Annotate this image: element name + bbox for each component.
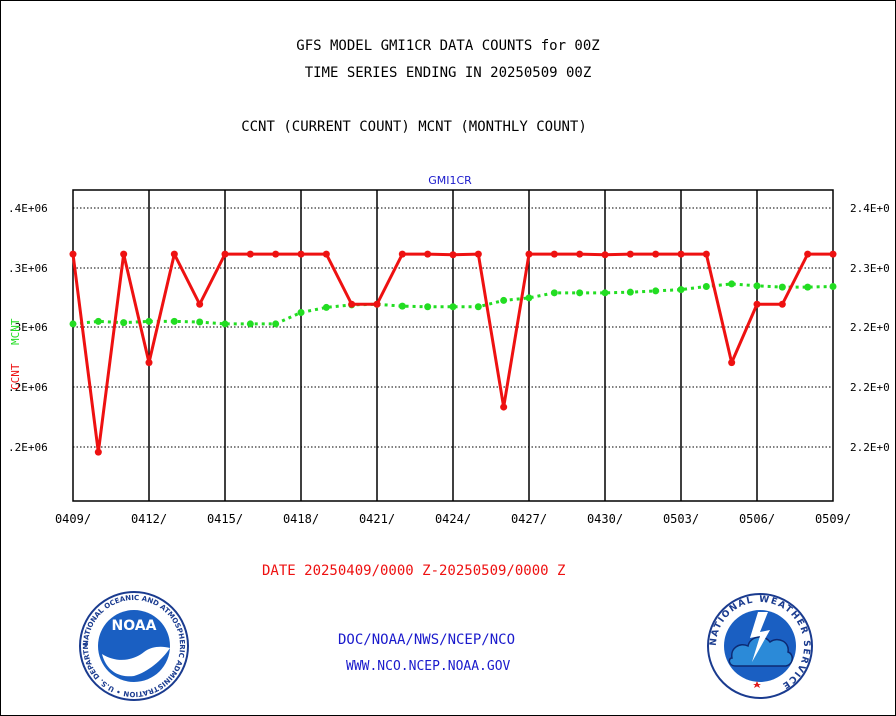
y-tick-label-right: 2.4E+0 xyxy=(850,202,890,215)
ccnt-series-point xyxy=(170,250,178,258)
ccnt-series-point xyxy=(221,250,229,258)
ccnt-series-point xyxy=(677,250,685,258)
website-label: WWW.NCO.NCEP.NOAA.GOV xyxy=(346,659,511,674)
ccnt-series-point xyxy=(778,300,786,308)
mcnt-series-point xyxy=(500,296,508,304)
ccnt-series-point xyxy=(322,250,330,258)
y-tick-label-left: .3E+06 xyxy=(8,262,48,275)
mcnt-series-point xyxy=(677,286,685,294)
ccnt-series-point xyxy=(424,250,432,258)
ccnt-series-point xyxy=(449,251,457,259)
nws-logo: NATIONAL WEATHER SERVICE xyxy=(707,593,813,699)
ccnt-series-point xyxy=(272,250,280,258)
ccnt-series-point xyxy=(804,250,812,258)
ccnt-series-point xyxy=(626,250,634,258)
ccnt-series-point xyxy=(373,300,381,308)
mcnt-series-point xyxy=(829,282,837,290)
mcnt-series-point xyxy=(449,303,457,311)
mcnt-series-point xyxy=(728,280,736,288)
mcnt-series-point xyxy=(69,320,77,328)
ccnt-series-point xyxy=(398,250,406,258)
x-tick-label: 0409/ xyxy=(55,512,91,526)
mcnt-series-point xyxy=(94,317,102,325)
y-tick-label-left: .4E+06 xyxy=(8,202,48,215)
ccnt-series-point xyxy=(550,250,558,258)
ccnt-series-point xyxy=(297,250,305,258)
mcnt-series-point xyxy=(120,319,128,327)
ccnt-series-point xyxy=(348,300,356,308)
mcnt-series-point xyxy=(601,289,609,297)
ccnt-series-point xyxy=(500,403,508,411)
ccnt-series-point xyxy=(652,250,660,258)
ccnt-series-point xyxy=(829,250,837,258)
ccnt-series-point xyxy=(728,359,736,367)
y-tick-label-right: 2.2E+0 xyxy=(850,321,890,334)
y-tick-label-right: 2.2E+0 xyxy=(850,381,890,394)
mcnt-series-point xyxy=(196,318,204,326)
x-tick-label: 0503/ xyxy=(663,512,699,526)
mcnt-series-point xyxy=(170,317,178,325)
mcnt-series-point xyxy=(424,303,432,311)
mcnt-series-point xyxy=(322,303,330,311)
mcnt-series-point xyxy=(297,308,305,316)
mcnt-series-point xyxy=(474,303,482,311)
mcnt-series-point xyxy=(702,282,710,290)
mcnt-series-point xyxy=(652,287,660,295)
y-axis-label-ccnt: CCNT xyxy=(9,363,22,390)
ccnt-series-point xyxy=(525,250,533,258)
mcnt-series-point xyxy=(778,283,786,291)
x-tick-label: 0415/ xyxy=(207,512,243,526)
date-range-label: DATE 20250409/0000 Z-20250509/0000 Z xyxy=(262,563,566,579)
mcnt-series-point xyxy=(272,320,280,328)
chart-title-line1: GFS MODEL GMI1CR DATA COUNTS for 00Z xyxy=(296,38,600,54)
ccnt-series-point xyxy=(576,250,584,258)
ccnt-series-point xyxy=(69,250,77,258)
mcnt-series-point xyxy=(576,289,584,297)
x-tick-label: 0418/ xyxy=(283,512,319,526)
chart-title-line3: CCNT (CURRENT COUNT) MCNT (MONTHLY COUNT… xyxy=(241,119,587,135)
mcnt-series-point xyxy=(246,320,254,328)
y-axis-label-mcnt: MCNT xyxy=(9,318,22,345)
mcnt-series-point xyxy=(525,294,533,302)
ccnt-series-point xyxy=(120,250,128,258)
noaa-logo: NATIONAL OCEANIC AND ATMOSPHERIC ADMINIS… xyxy=(78,590,189,701)
x-tick-label: 0412/ xyxy=(131,512,167,526)
ccnt-series-point xyxy=(196,300,204,308)
mcnt-series-point xyxy=(221,320,229,328)
plot-title: GMI1CR xyxy=(428,174,472,187)
chart-title-line2: TIME SERIES ENDING IN 20250509 00Z xyxy=(304,65,592,81)
y-tick-label-left: .3E+06 xyxy=(8,321,48,334)
ccnt-series-point xyxy=(94,448,102,456)
y-tick-label-right: 2.3E+0 xyxy=(850,262,890,275)
x-tick-label: 0427/ xyxy=(511,512,547,526)
ccnt-series-point xyxy=(702,250,710,258)
mcnt-series-point xyxy=(550,289,558,297)
noaa-logo-text: NOAA xyxy=(112,618,157,634)
mcnt-series-point xyxy=(398,302,406,310)
ccnt-series-point xyxy=(474,250,482,258)
ccnt-series-point xyxy=(601,251,609,259)
mcnt-series-point xyxy=(626,288,634,296)
x-tick-label: 0424/ xyxy=(435,512,471,526)
x-tick-label: 0430/ xyxy=(587,512,623,526)
ccnt-series-point xyxy=(145,359,153,367)
y-tick-label-left: .2E+06 xyxy=(8,441,48,454)
mcnt-series-point xyxy=(145,317,153,325)
ccnt-series-point xyxy=(246,250,254,258)
x-tick-label: 0506/ xyxy=(739,512,775,526)
agency-label: DOC/NOAA/NWS/NCEP/NCO xyxy=(338,632,516,648)
y-tick-label-left: .2E+06 xyxy=(8,381,48,394)
x-tick-label: 0509/ xyxy=(815,512,851,526)
ccnt-series-point xyxy=(753,300,761,308)
mcnt-series-point xyxy=(753,282,761,290)
y-tick-label-right: 2.2E+0 xyxy=(850,441,890,454)
mcnt-series-point xyxy=(804,283,812,291)
x-tick-label: 0421/ xyxy=(359,512,395,526)
